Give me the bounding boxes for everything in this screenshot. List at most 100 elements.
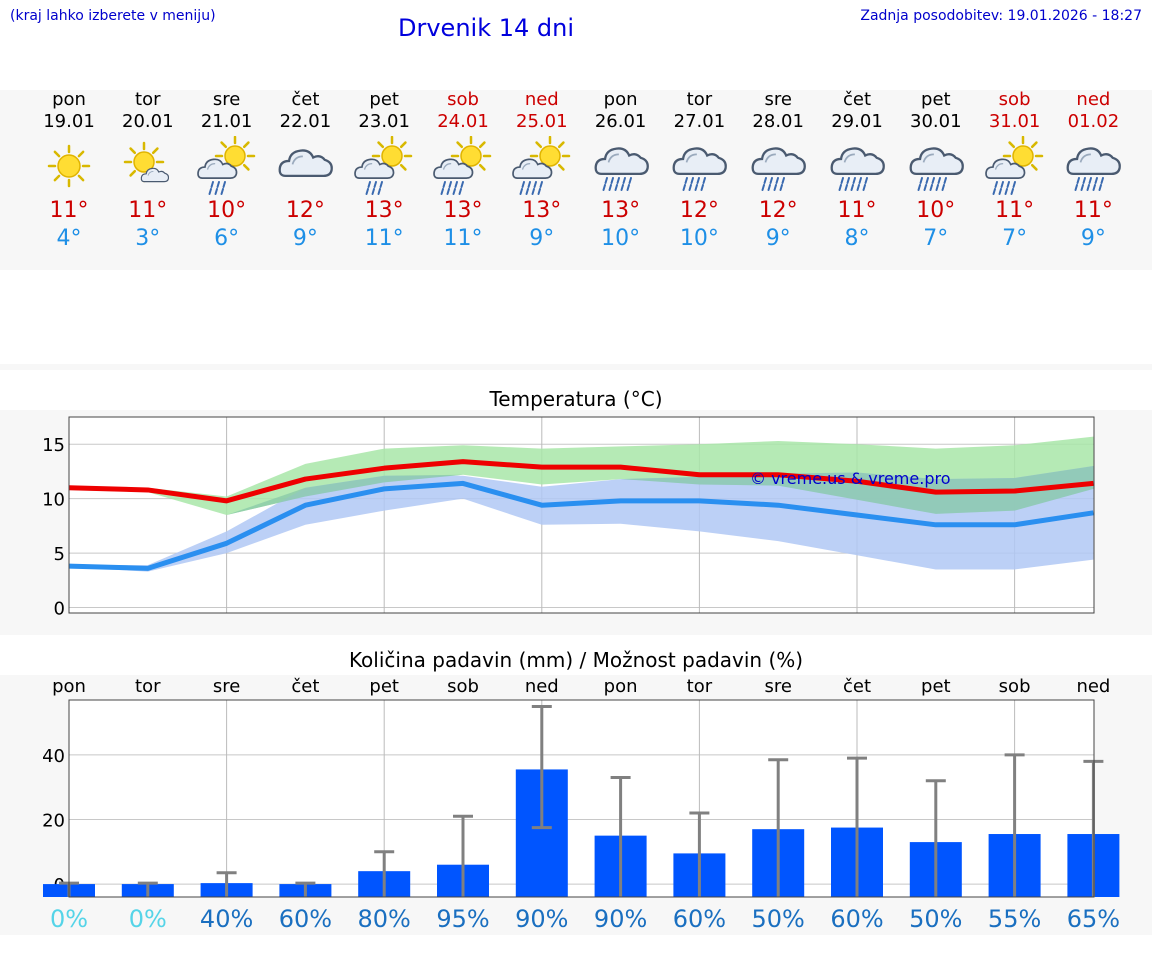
precipitation-probability: 60%	[279, 905, 332, 933]
x-category-label: sob	[447, 676, 479, 697]
min-temperature: 3°	[135, 226, 161, 251]
sun-icon	[47, 144, 91, 188]
precipitation-probability: 65%	[1067, 905, 1120, 933]
precipitation-probability: 50%	[909, 905, 962, 933]
x-category-label: čet	[843, 676, 871, 697]
min-temperature: 9°	[292, 226, 318, 251]
weather-icon	[660, 135, 738, 197]
weather-icon	[1054, 135, 1132, 197]
weather-icon	[30, 135, 108, 197]
cloud-icon	[196, 158, 237, 179]
min-temperature: 11°	[364, 226, 404, 251]
rain-icon	[519, 181, 543, 195]
x-category-label: ned	[1076, 676, 1110, 697]
separator-band	[0, 364, 1152, 370]
weather-icon	[818, 135, 896, 197]
day-date: 26.01	[594, 111, 647, 132]
max-temperature: 11°	[837, 198, 877, 223]
region-menu-hint[interactable]: (kraj lahko izberete v meniju)	[10, 8, 216, 24]
cloud-icon	[672, 147, 728, 176]
day-name: pon	[52, 89, 86, 110]
max-temperature: 13°	[364, 198, 404, 223]
min-temperature: 9°	[765, 226, 791, 251]
weather-icon	[424, 135, 502, 197]
daily-forecast-row: pon 19.01 11° 4° tor 20.01 11° 3° sre 21.01 10° 6° č…	[30, 88, 1136, 258]
x-category-label: sob	[999, 676, 1031, 697]
precipitation-error-bar	[1083, 759, 1104, 897]
max-temperature: 13°	[443, 198, 483, 223]
max-temperature: 11°	[995, 198, 1035, 223]
min-temperature: 9°	[1080, 226, 1106, 251]
day-column: sre 28.01 12° 9°	[739, 88, 817, 253]
day-name: sob	[998, 89, 1031, 110]
rain-icon	[761, 177, 786, 191]
day-name: čet	[842, 89, 872, 110]
cloud-rain-icon	[751, 147, 807, 191]
precipitation-probability: 50%	[752, 905, 805, 933]
cloud-heavy-rain-icon	[909, 147, 964, 191]
cloud-icon	[751, 147, 807, 176]
max-temperature: 11°	[1073, 198, 1113, 223]
precipitation-probability: 0%	[129, 905, 167, 933]
weather-icon	[739, 135, 817, 197]
y-tick-label: 5	[54, 544, 65, 565]
day-column: sre 21.01 10° 6°	[188, 88, 266, 253]
temperature-chart: 0 5 10 15 © vreme.us & vreme.pro	[42, 416, 1095, 620]
sun-cloud-heavy-rain-icon	[511, 136, 571, 195]
x-category-label: pon	[52, 676, 86, 697]
sun-cloud-rain-icon	[354, 136, 413, 195]
day-column: pon 19.01 11° 4°	[30, 88, 108, 253]
cloud-heavy-rain-icon	[1066, 147, 1122, 191]
sun-cloud-rain-icon	[196, 136, 255, 195]
x-category-label: tor	[687, 676, 713, 697]
rain-icon	[208, 181, 226, 195]
precipitation-probability: 95%	[436, 905, 489, 933]
max-temperature-line	[68, 459, 1094, 504]
precipitation-probability: 40%	[200, 905, 253, 933]
day-name: tor	[686, 89, 713, 110]
x-category-label: sre	[213, 676, 240, 697]
max-temperature: 13°	[522, 198, 562, 223]
cloud-rain-icon	[672, 147, 728, 191]
page-title: Drvenik 14 dni	[398, 14, 575, 42]
plot-frame	[68, 699, 1095, 898]
day-name: pon	[603, 89, 638, 110]
day-name: pet	[921, 89, 951, 110]
min-temperature-line	[68, 480, 1094, 571]
watermark: © vreme.us & vreme.pro	[750, 469, 951, 488]
min-temperature: 10°	[679, 226, 719, 251]
max-temperature: 11°	[49, 198, 89, 223]
precipitation-chart: pon tor sre čet pet sob ned pon tor sre čet pet sob n…	[42, 676, 1120, 933]
cloud-icon	[140, 167, 169, 183]
day-column: pon 26.01 13° 10°	[582, 88, 660, 253]
x-category-label: tor	[135, 676, 161, 697]
cloud-icon	[433, 158, 474, 179]
min-temperature: 7°	[923, 226, 949, 251]
cloud-icon	[511, 158, 553, 179]
rain-icon	[602, 177, 632, 191]
precipitation-probability: 80%	[358, 905, 411, 933]
precipitation-probability: 60%	[830, 905, 883, 933]
max-temperature: 10°	[207, 198, 247, 223]
y-tick-label: 0	[54, 599, 65, 620]
rain-icon	[682, 177, 707, 191]
x-category-label: ned	[525, 676, 559, 697]
day-column: pet 30.01 10° 7°	[897, 88, 975, 253]
day-date: 30.01	[910, 111, 962, 132]
min-temperature: 8°	[844, 226, 870, 251]
sun-cloud-heavy-rain-icon	[433, 136, 492, 195]
y-tick-label: 15	[42, 435, 65, 456]
day-name: sob	[447, 89, 479, 110]
x-category-label: čet	[291, 676, 319, 697]
min-temperature: 4°	[56, 226, 82, 251]
precipitation-error-bar	[1004, 753, 1025, 897]
x-category-label: pon	[604, 676, 638, 697]
sun-icon	[123, 141, 165, 183]
x-category-label: pet	[921, 676, 951, 697]
y-tick-label: 20	[42, 810, 65, 831]
precipitation-error-bar	[453, 814, 473, 897]
weather-icon	[976, 135, 1054, 197]
day-date: 20.01	[122, 111, 174, 132]
day-date: 27.01	[673, 111, 726, 132]
rain-icon	[917, 177, 947, 191]
